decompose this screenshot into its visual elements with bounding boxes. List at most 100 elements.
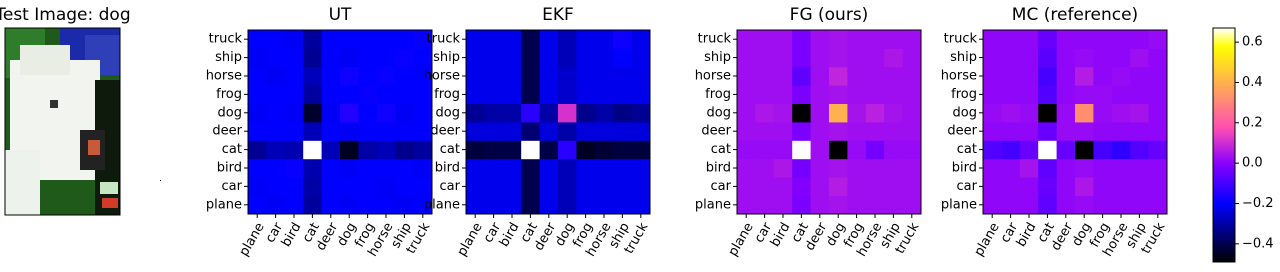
heatmap-cell [755, 158, 775, 178]
plot-frame [982, 29, 1168, 215]
heatmap-cell [558, 30, 577, 49]
heatmap-cell [1111, 85, 1131, 104]
heatmap-cell [266, 177, 286, 196]
heatmap-cell [303, 48, 322, 68]
heatmap-cell [521, 66, 540, 86]
heatmap-cell [1075, 158, 1094, 178]
heatmap-cell [983, 30, 1002, 49]
image-title: Test Image: dog [0, 5, 131, 25]
heatmap-cell [613, 158, 632, 178]
heatmap-cell [1056, 158, 1076, 178]
heatmap-cell [521, 30, 540, 49]
heatmap-cell [829, 158, 848, 178]
heatmap-cell [376, 66, 396, 86]
heatmap-cell [1019, 85, 1039, 104]
heatmap-cell [576, 195, 596, 215]
heatmap-cell [484, 48, 504, 68]
heatmap-cell [539, 30, 559, 49]
heatmap-cell [521, 48, 540, 68]
heatmap-cell [1001, 30, 1021, 49]
heatmap-cell [1038, 85, 1057, 104]
heatmap-cell [395, 158, 414, 178]
heatmap-cell [413, 122, 433, 141]
heatmap-cell [413, 85, 433, 104]
heatmap-cell [1148, 195, 1168, 215]
heatmap-cell [1148, 158, 1168, 178]
heatmap-cell [902, 30, 922, 49]
heatmap-cell [284, 30, 304, 49]
heatmap-cell [466, 158, 485, 178]
heatmap-cell [829, 122, 848, 141]
y-tick-label: car [711, 179, 732, 194]
heatmap-cell [847, 140, 867, 160]
heatmap-cell [1038, 177, 1057, 196]
heatmap-cell [395, 66, 414, 86]
heatmap-cell [594, 140, 614, 160]
y-tick-label: cat [957, 142, 977, 157]
heatmap-cell [865, 158, 885, 178]
heatmap-cell [303, 158, 322, 178]
heatmap-cell [466, 140, 485, 160]
heatmap-cell [755, 195, 775, 215]
heatmap-cell [902, 66, 922, 86]
y-tick-label: horse [424, 69, 460, 84]
heatmap-cell [521, 140, 540, 160]
heatmap-cell [983, 140, 1002, 160]
heatmap-cell [303, 177, 322, 196]
heatmap-cell [303, 85, 322, 104]
heatmap-cell [631, 66, 651, 86]
heatmap-cell [395, 103, 414, 123]
heatmap-cell [810, 103, 830, 123]
heatmap-cell [484, 85, 504, 104]
heatmap-cell [594, 103, 614, 123]
heatmap-cell [521, 103, 540, 123]
heatmap-cell [884, 85, 903, 104]
heatmap-cell [884, 103, 903, 123]
heatmap-cell [502, 158, 522, 178]
heatmap-cell [792, 66, 811, 86]
heatmap-cell [594, 195, 614, 215]
heatmap-cell [631, 48, 651, 68]
heatmap-cell [303, 195, 322, 215]
heatmap-cell [395, 122, 414, 141]
heatmap-cell [737, 122, 756, 141]
heatmap-cell [810, 122, 830, 141]
heatmap-cell [484, 122, 504, 141]
heatmap-cell [1056, 140, 1076, 160]
y-tick-label: cat [222, 142, 242, 157]
heatmap-cell [558, 140, 577, 160]
y-tick-label: frog [434, 87, 460, 102]
heatmap-cell [266, 66, 286, 86]
heatmap-cell [829, 103, 848, 123]
heatmap-cell [395, 177, 414, 196]
heatmap-cell [594, 177, 614, 196]
heatmap-cell [321, 122, 341, 141]
heatmap-cell [502, 195, 522, 215]
heatmap-cell [1056, 195, 1076, 215]
heatmap-cell [594, 122, 614, 141]
heatmap-cell [248, 85, 267, 104]
y-tick-label: car [222, 179, 243, 194]
heatmap-cell [484, 66, 504, 86]
heatmap-cell [810, 85, 830, 104]
heatmap-cell [847, 48, 867, 68]
heatmap-cell [865, 85, 885, 104]
heatmap-cell [466, 177, 485, 196]
heatmap-cell [340, 122, 359, 141]
heatmap-cell [413, 103, 433, 123]
y-tick-label: ship [433, 50, 460, 65]
heatmap-cell [983, 66, 1002, 86]
heatmap-cell [266, 122, 286, 141]
heatmap-cell [829, 66, 848, 86]
heatmap-cell [521, 85, 540, 104]
y-tick-label: ship [215, 50, 242, 65]
heatmap-cell [376, 140, 396, 160]
heatmap-cell [539, 103, 559, 123]
heatmap-cell [865, 66, 885, 86]
heatmap-cell [266, 85, 286, 104]
heatmap-cell [321, 195, 341, 215]
heatmap-cell [829, 140, 848, 160]
heatmap-cell [284, 66, 304, 86]
heatmap-cell [358, 30, 378, 49]
heatmap-cell [502, 66, 522, 86]
